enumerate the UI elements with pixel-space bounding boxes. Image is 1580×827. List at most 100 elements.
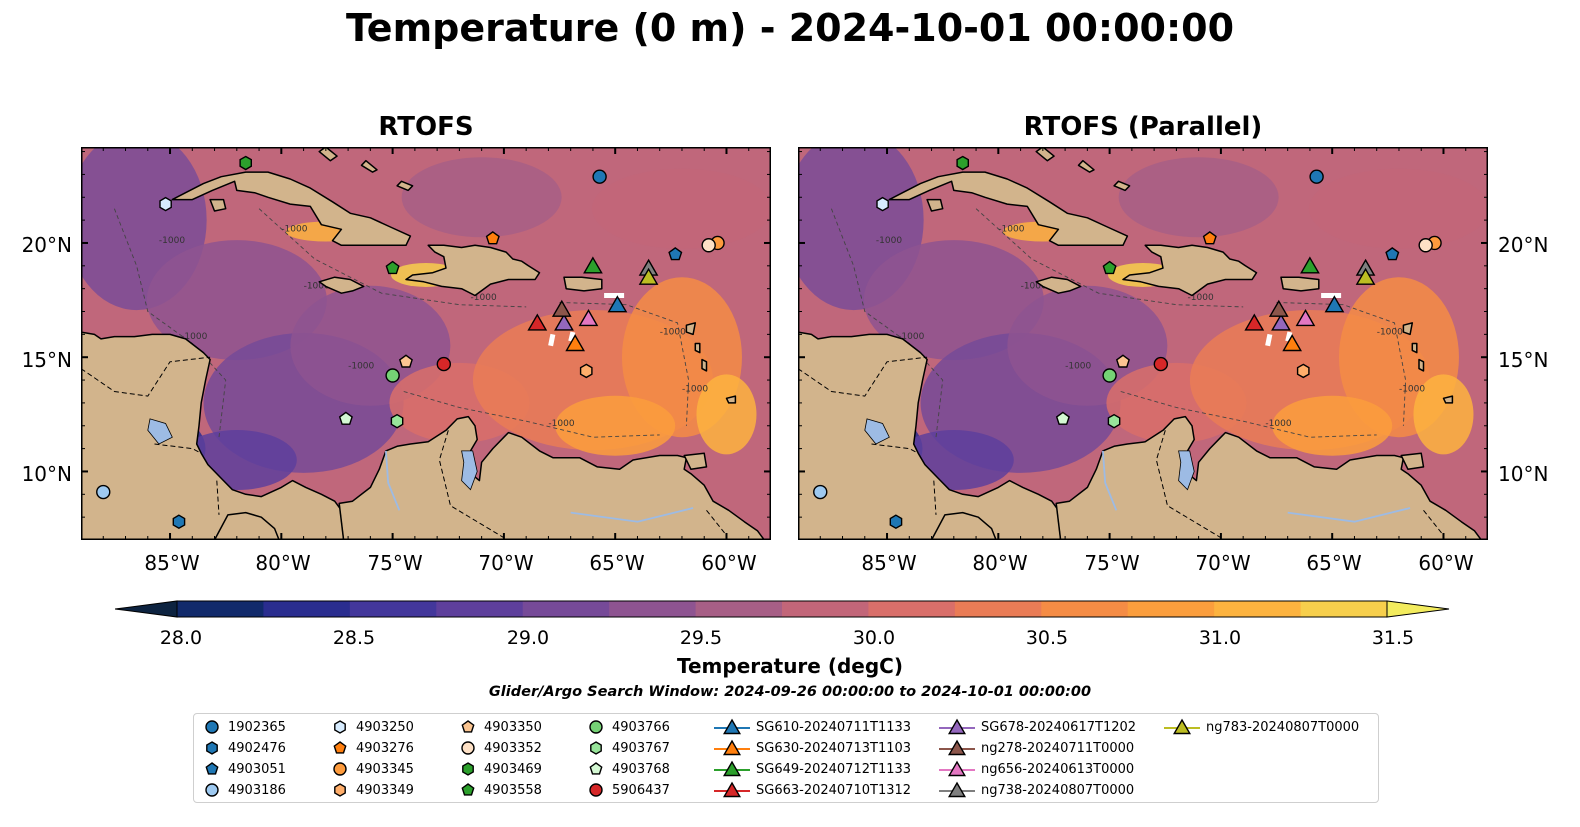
river	[385, 450, 401, 511]
contour-label: -1000	[159, 236, 185, 246]
legend-item-5906437: 5906437	[586, 780, 670, 800]
map-marker-sg610-20240711t1133	[1324, 295, 1345, 313]
map-marker-sg630-20240713t1103	[565, 334, 586, 352]
country-border	[933, 480, 937, 515]
legend-marker	[461, 720, 475, 733]
map-marker-4903186	[813, 484, 828, 500]
legend-item-sg610-20240711t1133: SG610-20240711T1133	[714, 717, 911, 737]
x-tick-right-70w: 70°W	[1195, 551, 1251, 575]
map-marker-1902365	[592, 169, 607, 184]
map-marker-sg678-20240617t1202	[554, 313, 574, 331]
bathymetry-contour	[403, 391, 660, 438]
legend-label: 1902365	[228, 719, 286, 735]
x-tick-right-75w: 75°W	[1084, 551, 1140, 575]
map-frame	[798, 147, 1488, 540]
y-tick-right-20n: 20°N	[1498, 233, 1549, 257]
legend-marker	[722, 760, 742, 777]
map-marker-4903250	[876, 196, 889, 212]
legend-item-4903350: 4903350	[458, 717, 542, 737]
glider-track	[1285, 331, 1293, 342]
land-mass	[338, 415, 766, 540]
legend-symbol-pentagon-icon	[461, 720, 475, 733]
legend-symbol-hexagon-icon	[206, 741, 218, 755]
map-marker-4902476	[889, 514, 903, 530]
legend-item-4903469: 4903469	[458, 759, 542, 779]
temperature-patch	[401, 157, 562, 238]
legend-symbol-triangle-icon	[939, 739, 975, 756]
legend-label: ng656-20240613T0000	[981, 761, 1135, 777]
land-mass	[360, 159, 378, 173]
temperature-patch	[1413, 374, 1474, 455]
colorbar-bin	[1127, 601, 1215, 617]
legend-label: 4903051	[228, 761, 286, 777]
legend-symbol-circle-icon	[461, 741, 475, 755]
contour-label: -1000	[348, 362, 374, 372]
legend-symbol-triangle-icon	[714, 718, 750, 735]
legend-marker	[947, 781, 967, 798]
legend-label: ng278-20240711T0000	[981, 740, 1135, 756]
map-marker-4903469	[239, 155, 253, 171]
land-mass	[318, 147, 338, 162]
map-marker-4903766	[1102, 368, 1117, 383]
x-tick-left-85w: 85°W	[144, 551, 200, 575]
map-marker-4903349	[579, 363, 593, 379]
country-border	[338, 503, 345, 540]
x-tick-left-65w: 65°W	[589, 551, 645, 575]
map-marker-4903350	[398, 354, 413, 368]
x-tick-right-65w: 65°W	[1306, 551, 1362, 575]
map-marker-4903469	[956, 155, 970, 171]
map-marker-sg630-20240713t1103	[1282, 334, 1303, 352]
legend-item-4903349: 4903349	[330, 780, 414, 800]
land-mass	[725, 395, 737, 404]
legend-item-4903186: 4903186	[202, 780, 286, 800]
contour-label: -1000	[1188, 293, 1214, 303]
country-border	[798, 356, 928, 397]
legend-marker	[333, 741, 347, 754]
legend-symbol-circle-icon	[589, 783, 603, 797]
contour-label: -1000	[1377, 327, 1403, 337]
bathymetry-contour	[1120, 391, 1377, 438]
legend-label: 4903352	[484, 740, 542, 756]
map-panel-rtofs-parallel: -1000 -1000 -1000 -1000 -1000 -1000 -1000 -1000…	[798, 147, 1488, 540]
map-marker-sg663-20240710t1312	[1244, 313, 1265, 331]
river	[570, 507, 694, 523]
map-marker-4903186	[96, 484, 111, 500]
legend-marker	[462, 762, 474, 776]
legend-label: ng783-20240807T0000	[1206, 719, 1360, 735]
legend-label: SG649-20240712T1133	[756, 761, 912, 777]
colorbar-bin	[1214, 601, 1302, 617]
colorbar-bin	[1300, 601, 1388, 617]
land-mass	[1402, 322, 1414, 336]
contour-label: -1000	[876, 236, 902, 246]
legend-item-sg649-20240712t1133: SG649-20240712T1133	[714, 759, 911, 779]
map-marker-ng656-20240613t0000	[1295, 308, 1316, 327]
map-marker-sg610-20240711t1133	[607, 295, 628, 313]
bathymetry-contour	[559, 301, 690, 426]
legend-item-4902476: 4902476	[202, 738, 286, 758]
map-marker-sg649-20240712t1133	[1300, 256, 1320, 274]
figure-title: Temperature (0 m) - 2024-10-01 00:00:00	[345, 6, 1235, 50]
legend-label: 4903250	[356, 719, 414, 735]
contour-label: -1000	[660, 327, 686, 337]
map-marker-4903352	[701, 238, 716, 253]
contour-label: -1000	[304, 282, 330, 292]
colorbar-bin	[695, 601, 783, 617]
glider-track	[548, 333, 556, 347]
colorbar-extend-min	[115, 600, 178, 618]
colorbar-bin	[954, 601, 1042, 617]
land-mass	[1442, 395, 1454, 404]
legend-item-ng656-20240613t0000: ng656-20240613T0000	[939, 759, 1134, 779]
colorbar-tick-31-5: 31.5	[1371, 627, 1415, 649]
marker-legend: 1902365 4902476 4903051 4903186 4903250 49032…	[193, 713, 1379, 803]
legend-symbol-hexagon-icon	[334, 783, 346, 797]
map-marker-5906437	[436, 356, 452, 372]
map-marker-4903766	[385, 368, 400, 383]
legend-symbol-circle-icon	[589, 720, 603, 734]
legend-symbol-hexagon-icon	[462, 762, 474, 776]
x-tick-left-80w: 80°W	[255, 551, 311, 575]
y-tick-left-20n: 20°N	[21, 233, 72, 257]
legend-label: SG630-20240713T1103	[756, 740, 912, 756]
bathymetry-contour	[1276, 301, 1407, 426]
temperature-patch	[146, 240, 327, 361]
colorbar-bin	[177, 601, 264, 617]
